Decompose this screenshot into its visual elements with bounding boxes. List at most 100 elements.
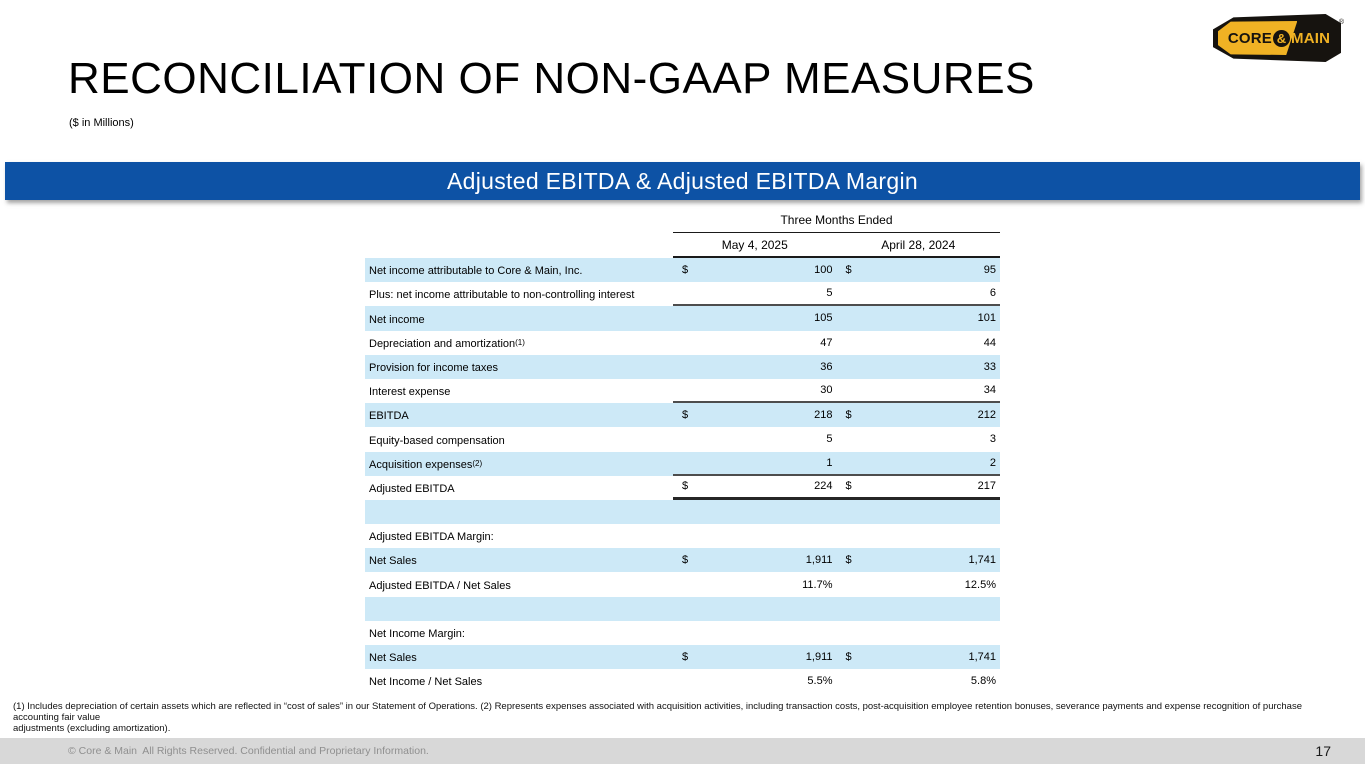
copyright-text: © Core & Main All Rights Reserved. Confi…: [68, 745, 429, 757]
value-cell: 44: [837, 331, 1001, 355]
section-banner-label: Adjusted EBITDA & Adjusted EBITDA Margin: [447, 167, 918, 194]
logo-banner-shape: CORE & MAIN: [1213, 14, 1341, 62]
value-cell: [837, 500, 1001, 524]
value-cell: [673, 524, 837, 548]
value-cell: 30: [673, 379, 837, 401]
table-row: Interest expense 30 34: [365, 379, 1001, 404]
column-header-current-period: May 4, 2025: [721, 237, 788, 252]
cell-value: 5: [826, 287, 833, 300]
value-cell: $217: [837, 476, 1001, 497]
value-cell: 34: [837, 379, 1001, 401]
value-cell: $1,741: [837, 548, 1001, 572]
table-body: Net income attributable to Core & Main, …: [365, 258, 1000, 693]
value-cell: 5: [673, 282, 837, 304]
currency-symbol: $: [682, 264, 689, 277]
footer-bar: © Core & Main All Rights Reserved. Confi…: [0, 738, 1365, 764]
column-header-prior-period: April 28, 2024: [881, 237, 956, 252]
cell-value: 6: [989, 287, 996, 300]
value-cell: 33: [837, 355, 1001, 379]
value-cell: 5.5%: [673, 669, 837, 693]
row-label: Adjusted EBITDA / Net Sales: [369, 579, 511, 592]
row-label: Net Sales: [369, 652, 417, 665]
row-values: [673, 524, 1000, 548]
row-values: $1,911 $1,741: [673, 645, 1000, 669]
footnote-reference: (1): [515, 337, 525, 347]
logo-text-main: MAIN: [1291, 29, 1331, 47]
cell-value: 5.8%: [970, 675, 996, 688]
currency-symbol: $: [845, 409, 852, 422]
reconciliation-table: Three Months Ended May 4, 2025 April 28,…: [365, 213, 1000, 693]
row-values: $100 $95: [673, 258, 1000, 282]
currency-symbol: $: [845, 480, 852, 493]
cell-value: 100: [814, 264, 833, 277]
currency-symbol: $: [682, 480, 689, 493]
currency-symbol: $: [682, 554, 689, 567]
currency-symbol: $: [845, 554, 852, 567]
row-label: Adjusted EBITDA Margin:: [369, 531, 494, 544]
table-row: Net Sales $1,911 $1,741: [365, 548, 1001, 573]
table-row: Acquisition expenses (2) 1 2: [365, 451, 1000, 476]
cell-value: 217: [977, 480, 996, 493]
cell-value: 1,741: [968, 651, 996, 664]
row-label: Depreciation and amortization (1): [369, 337, 525, 350]
row-values: 11.7% 12.5%: [673, 572, 1000, 596]
row-values: 5.5% 5.8%: [673, 669, 1000, 693]
cell-value: 12.5%: [964, 578, 996, 591]
table-row: [365, 499, 1001, 525]
cell-value: 218: [814, 409, 833, 422]
value-cell: [673, 621, 837, 645]
cell-value: 1,911: [805, 554, 833, 567]
row-label: Net Income Margin:: [369, 628, 465, 640]
cell-value: 101: [977, 312, 996, 325]
cell-value: 11.7%: [802, 578, 833, 591]
cell-value: 2: [989, 456, 996, 469]
row-label: Net income: [369, 313, 425, 326]
table-row: [365, 596, 1000, 621]
value-cell: $1,911: [673, 645, 837, 669]
value-cell: 3: [837, 427, 1001, 451]
value-cell: 47: [673, 331, 837, 355]
cell-value: 47: [820, 336, 833, 349]
currency-symbol: $: [682, 409, 689, 422]
cell-value: 105: [814, 312, 833, 325]
footnote-line-2: adjustments (excluding amortization).: [13, 723, 171, 734]
value-cell: 101: [837, 306, 1001, 330]
row-label: [365, 597, 673, 621]
cell-value: 5.5%: [807, 675, 833, 688]
value-cell: $1,911: [673, 548, 837, 572]
table-row: Provision for income taxes 36 33: [365, 354, 1000, 379]
currency-symbol: $: [845, 264, 852, 277]
cell-value: 33: [983, 360, 996, 373]
value-cell: 36: [673, 355, 837, 379]
row-label: Adjusted EBITDA: [369, 482, 455, 495]
table-row: Adjusted EBITDA $224 $217: [365, 476, 1000, 500]
table-row: Net Income Margin:: [365, 621, 1000, 645]
row-values: 30 34: [673, 379, 1001, 404]
row-values: 105 101: [673, 306, 1000, 330]
value-cell: 11.7%: [673, 572, 837, 596]
cell-value: 30: [820, 384, 833, 397]
value-cell: $218: [673, 403, 837, 427]
footnotes: (1) Includes depreciation of certain ass…: [13, 701, 1343, 734]
registered-trademark-symbol: ®: [1338, 19, 1344, 26]
table-row: Adjusted EBITDA / Net Sales 11.7% 12.5%: [365, 572, 1000, 596]
row-label: Net Income / Net Sales: [369, 676, 483, 689]
value-cell: [837, 621, 1001, 645]
logo-text-core: CORE: [1227, 29, 1272, 47]
table-row: Depreciation and amortization (1) 47 44: [365, 331, 1000, 355]
table-row: Net income 105 101: [365, 306, 1000, 331]
value-cell: $1,741: [837, 645, 1001, 669]
date-column-headers: May 4, 2025 April 28, 2024: [673, 233, 1000, 258]
value-cell: $100: [673, 258, 837, 282]
logo-ampersand: &: [1273, 29, 1290, 47]
row-values: 36 33: [673, 355, 1000, 379]
logo-wordmark: CORE & MAIN: [1213, 14, 1341, 62]
table-row: Equity-based compensation 5 3: [365, 427, 1000, 451]
section-banner: Adjusted EBITDA & Adjusted EBITDA Margin: [5, 162, 1360, 200]
value-cell: [673, 500, 837, 524]
cell-value: 34: [983, 384, 996, 397]
row-label: Interest expense: [369, 386, 451, 399]
